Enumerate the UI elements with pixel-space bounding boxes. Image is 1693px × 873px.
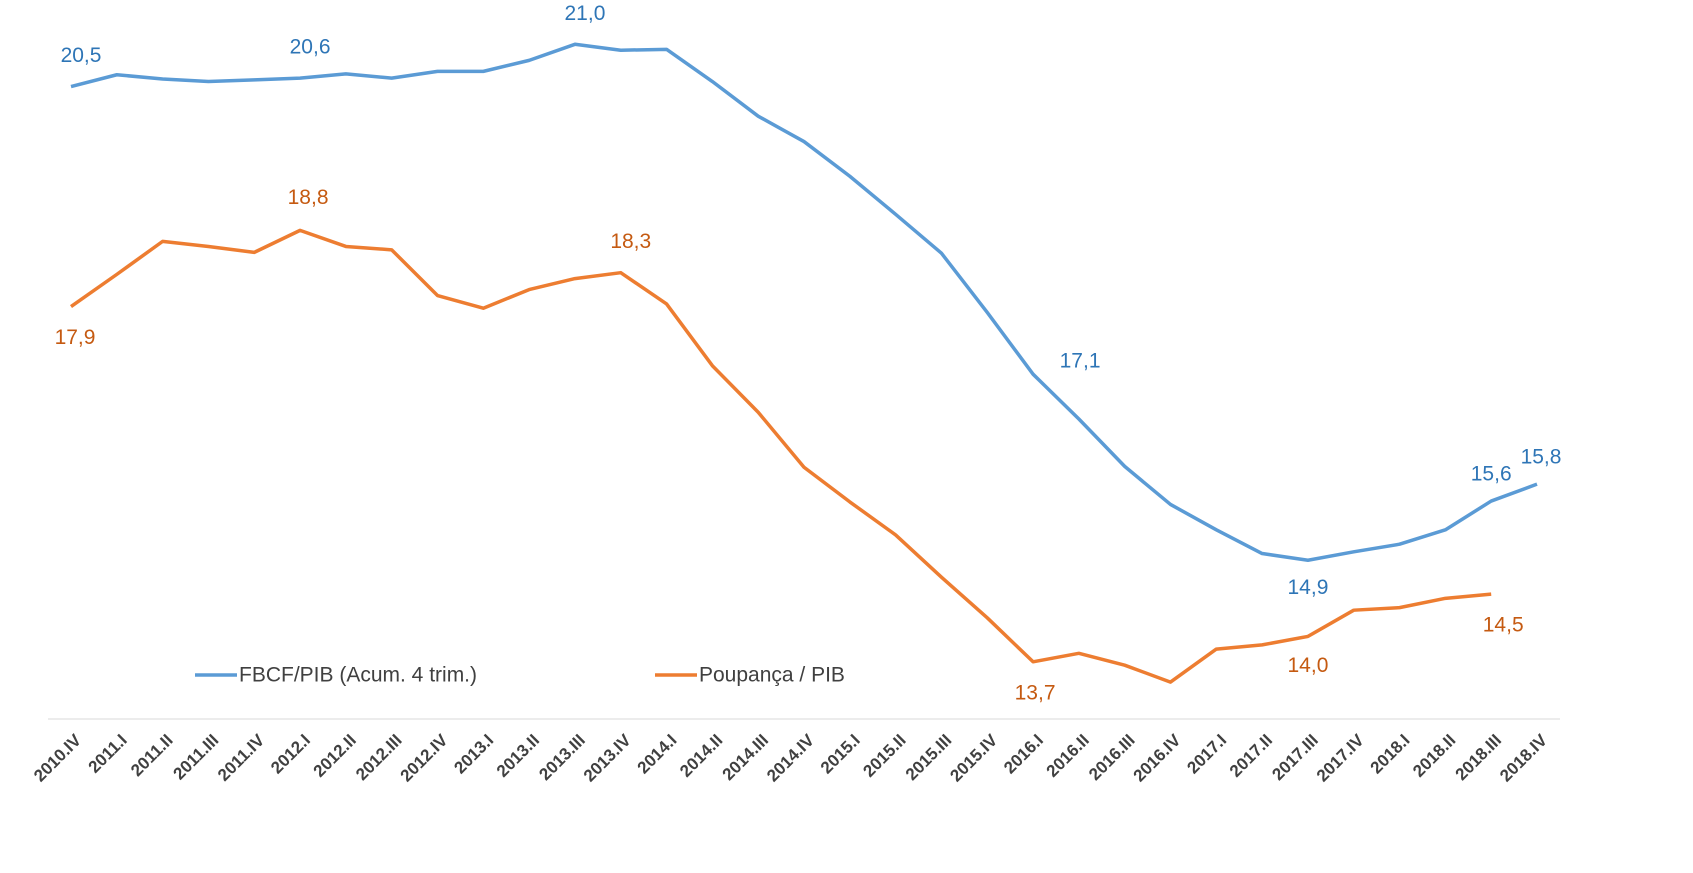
x-tick-label: 2012.III — [352, 731, 406, 785]
x-tick-label: 2012.I — [267, 731, 314, 778]
x-tick-label: 2011.II — [127, 731, 177, 781]
x-tick-label: 2014.I — [634, 731, 681, 778]
x-tick-label: 2013.I — [450, 731, 497, 778]
data-label: 20,6 — [290, 36, 331, 59]
x-tick-label: 2012.II — [310, 731, 360, 781]
x-tick-label: 2013.II — [493, 731, 543, 781]
data-label: 17,9 — [55, 326, 96, 349]
series-line — [69, 228, 1492, 684]
x-tick-label: 2015.II — [859, 731, 909, 781]
x-tick-label: 2018.IV — [1496, 730, 1551, 785]
x-tick-label: 2016.III — [1085, 731, 1139, 785]
series-line — [70, 42, 1538, 563]
x-tick-label: 2017.II — [1226, 731, 1276, 781]
data-label: 20,5 — [61, 44, 102, 67]
x-tick-label: 2016.IV — [1130, 730, 1185, 785]
x-tick-label: 2011.IV — [214, 730, 269, 785]
x-tick-label: 2015.I — [817, 731, 864, 778]
x-tick-label: 2014.IV — [763, 730, 818, 785]
x-tick-label: 2017.I — [1183, 731, 1230, 778]
x-tick-label: 2015.IV — [946, 730, 1001, 785]
data-label: 13,7 — [1015, 681, 1056, 704]
x-tick-label: 2014.II — [676, 731, 726, 781]
x-tick-label: 2017.IV — [1313, 730, 1368, 785]
data-label: 14,0 — [1288, 654, 1329, 677]
data-label: 21,0 — [565, 2, 606, 25]
data-label: 18,3 — [610, 230, 651, 253]
data-label: 15,6 — [1471, 463, 1512, 486]
x-tick-label: 2015.III — [902, 731, 956, 785]
x-tick-label: 2017.III — [1268, 731, 1322, 785]
x-tick-label: 2018.II — [1409, 731, 1459, 781]
data-label: 15,8 — [1521, 446, 1562, 469]
x-tick-label: 2018.I — [1367, 731, 1414, 778]
x-tick-label: 2018.III — [1452, 731, 1506, 785]
legend-label: Poupança / PIB — [699, 664, 845, 687]
legend-label: FBCF/PIB (Acum. 4 trim.) — [239, 664, 477, 687]
x-tick-label: 2013.III — [535, 731, 589, 785]
x-tick-label: 2012.IV — [397, 730, 452, 785]
x-tick-label: 2013.IV — [580, 730, 635, 785]
x-tick-label: 2016.II — [1043, 731, 1093, 781]
data-label: 14,9 — [1288, 576, 1329, 599]
x-tick-label: 2011.III — [170, 731, 223, 784]
x-tick-label: 2011.I — [85, 731, 131, 777]
data-label: 17,1 — [1060, 350, 1101, 373]
data-label: 14,5 — [1483, 614, 1524, 637]
x-tick-label: 2016.I — [1000, 731, 1047, 778]
x-tick-label: 2010.IV — [30, 730, 85, 785]
x-tick-label: 2014.III — [719, 731, 773, 785]
data-label: 18,8 — [288, 186, 329, 209]
